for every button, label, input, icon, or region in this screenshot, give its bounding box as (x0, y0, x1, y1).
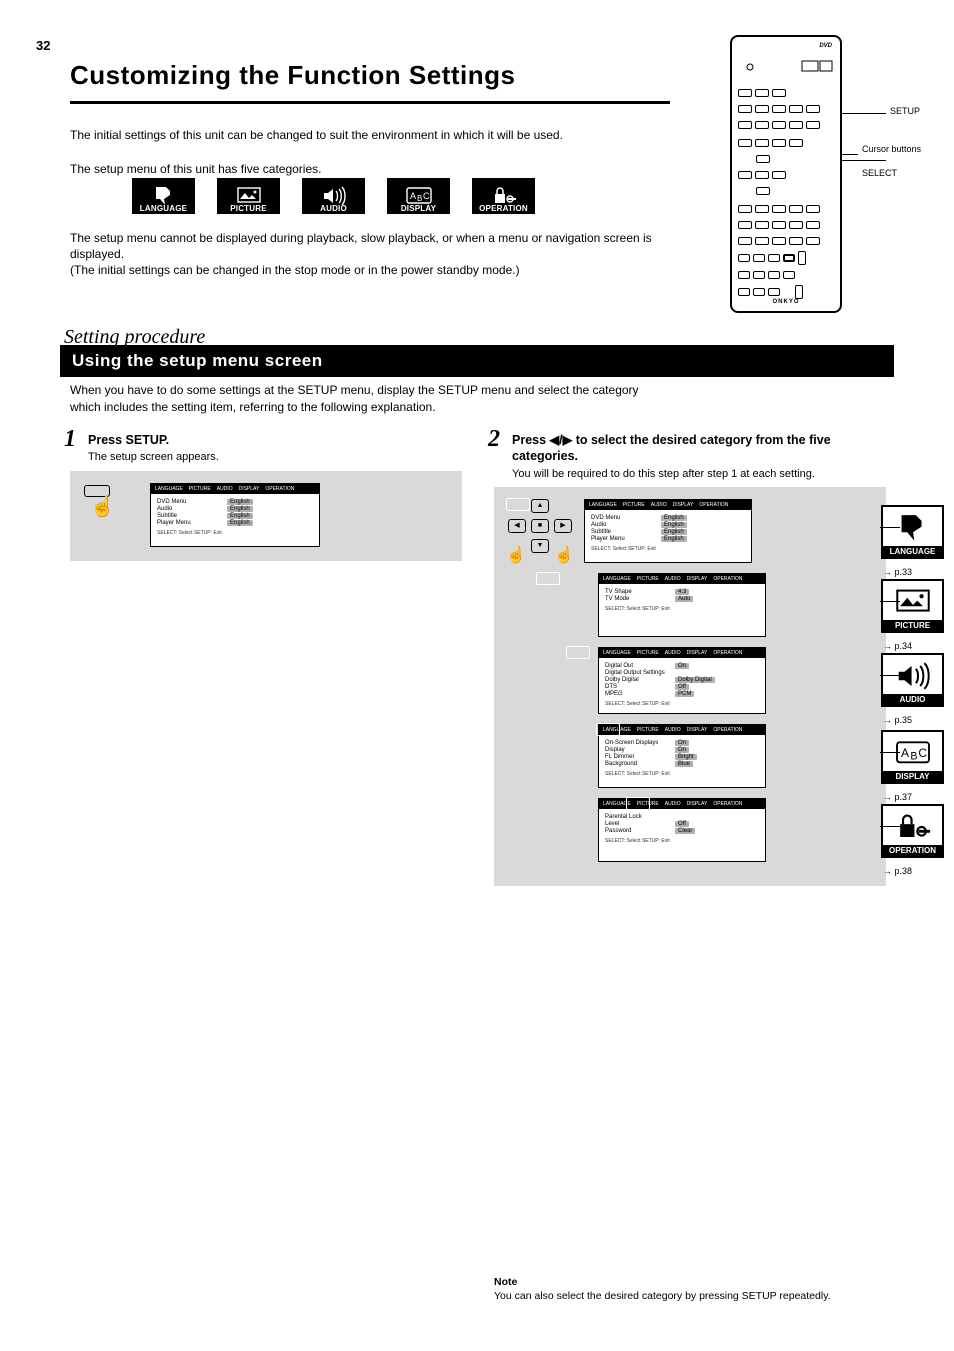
remote-control-illustration: DVD ONKYO (730, 35, 842, 313)
callout-cursor: Cursor buttons (862, 144, 922, 154)
svg-text:A: A (410, 191, 416, 201)
note-text: Note You can also select the desired cat… (494, 1275, 886, 1303)
svg-text:B: B (910, 750, 917, 762)
category-icon-strip: LANGUAGE PICTURE AUDIO ABC DISPLAY OPERA… (132, 178, 535, 214)
step-1: 1 Press SETUP. The setup screen appears.… (70, 432, 462, 561)
picture-icon: PICTURE (217, 178, 280, 214)
intro-line-1: The initial settings of this unit can be… (70, 127, 670, 143)
operation-category-icon: OPERATION (881, 804, 944, 858)
display-icon: ABC DISPLAY (387, 178, 450, 214)
title-rule (70, 101, 670, 104)
page-ref: → p.38 (883, 866, 912, 876)
page-ref: → p.34 (883, 641, 912, 651)
section-banner: Setting procedure Using the setup menu s… (60, 326, 894, 377)
audio-category-icon: AUDIO (881, 653, 944, 707)
setup-screen-cat-operation: LANGUAGEPICTUREAUDIODISPLAYOPERATION Par… (598, 798, 766, 862)
page-ref: → p.35 (883, 715, 912, 725)
svg-text:A: A (901, 746, 909, 760)
svg-text:B: B (417, 194, 422, 203)
svg-text:C: C (423, 191, 430, 201)
display-category-icon: ABCDISPLAY (881, 730, 944, 784)
setup-screen-language: LANGUAGEPICTUREAUDIODISPLAYOPERATION DVD… (150, 483, 320, 547)
step-2: 2 Press ◀/▶ to select the desired catego… (494, 432, 886, 886)
left-right-arrows-icon: ◀/▶ (550, 433, 573, 447)
page-ref: → p.37 (883, 792, 912, 802)
intro-line-2: The setup menu of this unit has five cat… (70, 162, 670, 176)
language-category-icon: LANGUAGE (881, 505, 944, 559)
setup-screen-cat-display: LANGUAGEPICTUREAUDIODISPLAYOPERATION On-… (598, 724, 766, 788)
svg-text:C: C (918, 746, 927, 760)
operation-icon: OPERATION (472, 178, 535, 214)
setup-intro-text: When you have to do some settings at the… (70, 382, 670, 416)
setup-screen-cat-audio: LANGUAGEPICTUREAUDIODISPLAYOPERATION Dig… (598, 647, 766, 714)
page-ref: → p.33 (883, 567, 912, 577)
language-icon: LANGUAGE (132, 178, 195, 214)
setup-screen-cat-language: LANGUAGEPICTUREAUDIODISPLAYOPERATION DVD… (584, 499, 752, 563)
intro-line-3: The setup menu cannot be displayed durin… (70, 230, 690, 279)
callout-select: SELECT (862, 168, 897, 178)
page-title: Customizing the Function Settings (70, 60, 515, 91)
picture-category-icon: PICTURE (881, 579, 944, 633)
page-number: 32 (36, 38, 50, 53)
setup-screen-cat-picture: LANGUAGEPICTUREAUDIODISPLAYOPERATION TV … (598, 573, 766, 637)
callout-setup: SETUP (890, 106, 920, 116)
audio-icon: AUDIO (302, 178, 365, 214)
press-setup-icon: ☝ (80, 483, 122, 525)
